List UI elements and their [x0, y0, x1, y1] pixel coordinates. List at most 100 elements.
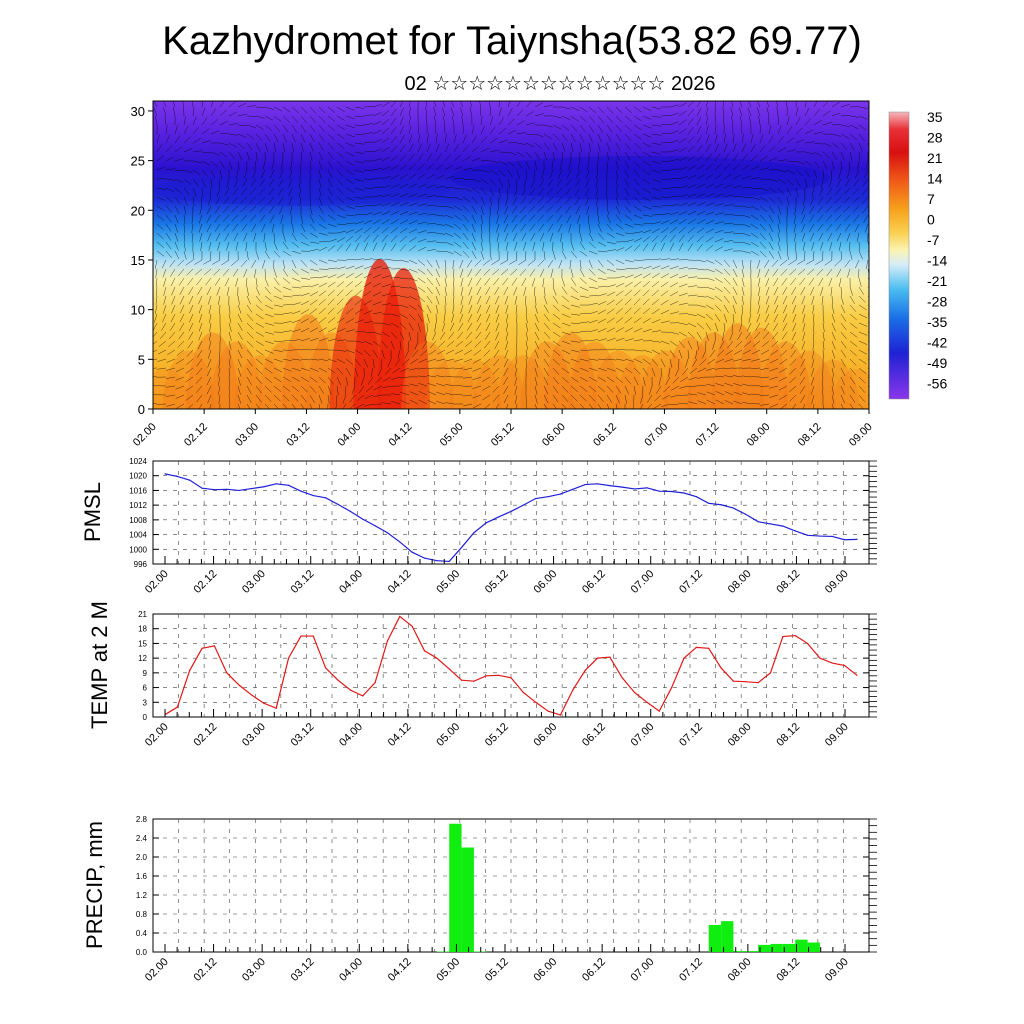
wind-barb	[768, 187, 777, 193]
wind-barb	[849, 151, 853, 161]
wind-barb	[414, 340, 419, 350]
wind-barb	[696, 219, 705, 225]
wind-barb	[768, 125, 772, 135]
y-tick-label: 6	[143, 684, 148, 693]
wind-barb	[697, 367, 707, 373]
wind-barb	[660, 132, 670, 135]
wind-barb	[426, 204, 436, 207]
wind-barb	[426, 194, 436, 198]
wind-barb	[840, 295, 844, 305]
wind-barb	[408, 322, 414, 331]
wind-barb	[399, 219, 409, 225]
precip-bar	[461, 847, 474, 952]
wind-barb	[183, 169, 193, 174]
wind-barb	[291, 142, 295, 152]
wind-barb	[525, 160, 530, 170]
wind-barb	[525, 349, 528, 359]
wind-barb	[282, 312, 292, 315]
wind-barb	[768, 196, 776, 204]
wind-barb	[831, 403, 834, 409]
wind-barb	[282, 349, 292, 351]
y-tick-label: 0.0	[136, 948, 148, 957]
wind-barb	[282, 340, 292, 342]
wind-barb	[372, 177, 382, 180]
wind-barb	[425, 107, 428, 117]
wind-barb	[318, 160, 323, 170]
wind-barb	[615, 178, 618, 188]
wind-barb	[642, 229, 652, 234]
wind-barb	[426, 163, 434, 171]
wind-barb	[471, 214, 476, 224]
wind-barb	[354, 160, 364, 164]
wind-barb	[759, 125, 761, 135]
wind-barb	[696, 295, 706, 298]
wind-barb	[669, 149, 679, 153]
wind-barb	[278, 196, 284, 205]
pmsl-line-point	[646, 487, 648, 489]
wind-barb	[201, 117, 208, 126]
wind-barb	[163, 107, 167, 117]
warm-cell	[663, 336, 717, 409]
wind-barb	[678, 211, 688, 216]
wind-barb	[300, 338, 310, 342]
wind-barb	[494, 340, 500, 350]
pmsl-line-point	[621, 486, 623, 488]
wind-barb	[642, 178, 651, 185]
temp-line-point	[769, 672, 772, 674]
wind-barb	[327, 298, 335, 306]
wind-barb	[399, 101, 404, 108]
temp-line-point	[275, 707, 277, 709]
wind-barb	[498, 128, 507, 135]
wind-barb	[363, 331, 373, 333]
wind-barb	[687, 184, 697, 189]
pmsl-line-point	[769, 523, 772, 525]
wind-barb	[479, 101, 482, 108]
wind-barb	[606, 142, 611, 152]
wind-barb	[264, 403, 270, 409]
wind-barb	[755, 322, 761, 331]
wind-barb	[381, 185, 391, 189]
wind-barb	[408, 313, 416, 321]
wind-barb	[474, 259, 482, 267]
wind-barb	[409, 391, 419, 396]
wind-barb	[714, 101, 716, 108]
wind-barb	[802, 313, 806, 323]
wind-barb	[579, 277, 587, 285]
wind-barb	[858, 331, 868, 336]
wind-barb	[453, 196, 463, 201]
wind-barb	[372, 120, 382, 126]
wind-barb	[642, 318, 651, 324]
wind-barb	[381, 234, 388, 243]
wind-barb	[739, 322, 743, 332]
wind-barb	[651, 358, 659, 366]
wind-barb	[765, 286, 770, 296]
wind-barb	[445, 349, 455, 355]
wind-barb	[688, 401, 698, 405]
wind-barb	[606, 249, 616, 252]
wind-barb	[345, 151, 355, 157]
wind-barb	[561, 385, 569, 393]
wind-barb	[291, 385, 300, 392]
wind-barb	[552, 277, 554, 287]
wind-barb	[568, 160, 572, 170]
wind-barb	[810, 385, 815, 395]
wind-barb	[189, 304, 194, 314]
wind-barb	[300, 385, 308, 393]
wind-barb	[453, 144, 459, 153]
y-tick-label: 3	[143, 698, 148, 707]
wind-barb	[336, 142, 345, 149]
wind-barb	[761, 340, 770, 347]
wind-barb	[534, 358, 539, 368]
wind-barb	[843, 214, 851, 222]
wind-barb	[849, 376, 856, 385]
wind-barb	[166, 358, 176, 363]
wind-barb	[742, 401, 752, 405]
wind-barb	[300, 394, 307, 403]
temp-line-point	[572, 689, 574, 691]
wind-barb	[507, 129, 517, 135]
wind-barb	[318, 337, 328, 342]
wind-barb	[210, 160, 218, 168]
wind-barb	[561, 106, 571, 110]
wind-barb	[449, 322, 455, 332]
wind-barb	[273, 367, 283, 373]
